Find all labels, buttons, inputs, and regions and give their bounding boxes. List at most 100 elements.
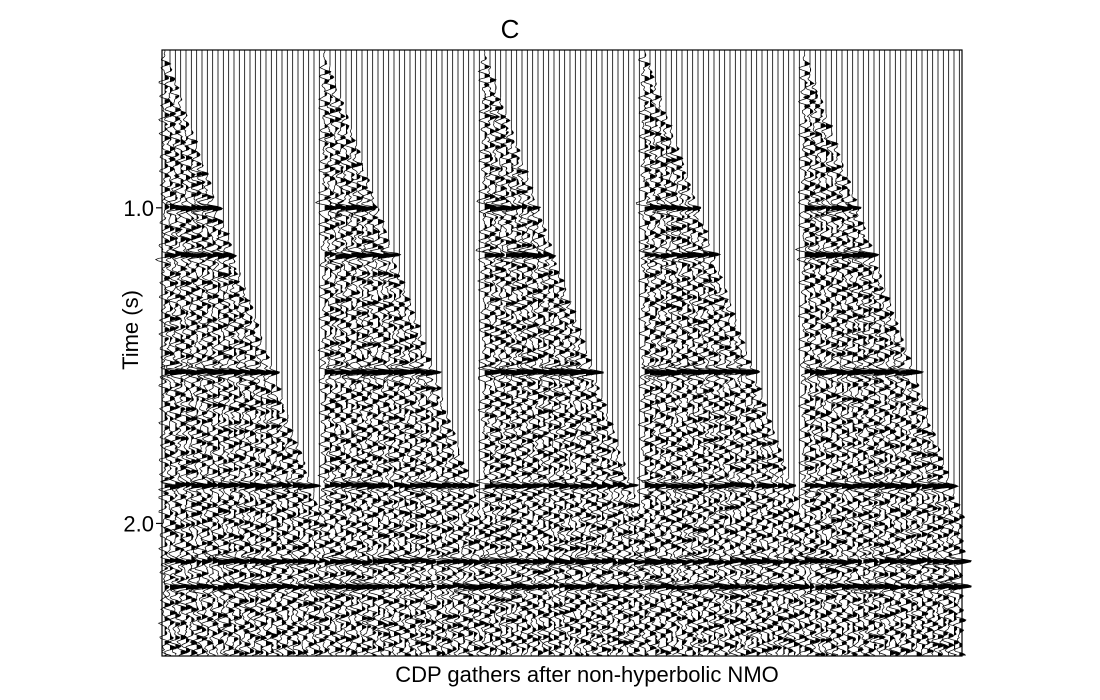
- trace: [176, 50, 199, 656]
- trace: [251, 50, 274, 656]
- trace-positive-fill: [858, 209, 870, 653]
- trace-wiggle: [480, 65, 503, 656]
- trace-wiggle: [662, 128, 685, 656]
- x-axis-caption: CDP gathers after non-hyperbolic NMO: [395, 662, 779, 687]
- trace-positive-fill: [490, 67, 502, 656]
- trace: [794, 49, 818, 655]
- trace: [812, 50, 833, 657]
- trace-positive-fill: [751, 369, 764, 654]
- trace-positive-fill: [906, 356, 918, 655]
- trace-positive-fill: [575, 319, 588, 656]
- trace-positive-fill: [948, 483, 961, 656]
- trace: [293, 50, 316, 656]
- trace-positive-fill: [276, 383, 289, 656]
- trace-wiggle: [544, 254, 567, 656]
- trace: [581, 50, 605, 656]
- trace-positive-fill: [954, 493, 966, 656]
- trace-positive-fill: [890, 303, 902, 656]
- trace-positive-fill: [559, 273, 572, 656]
- trace: [773, 50, 796, 656]
- trace-wiggle: [298, 475, 322, 656]
- trace-wiggle: [314, 49, 338, 656]
- trace-positive-fill: [799, 513, 812, 655]
- trace-positive-fill: [922, 398, 934, 650]
- trace-positive-fill: [756, 387, 769, 656]
- trace-positive-fill: [868, 240, 881, 654]
- trace-positive-fill: [852, 198, 865, 656]
- trace-positive-fill: [708, 240, 721, 654]
- trace-wiggle: [507, 144, 530, 656]
- trace: [631, 50, 650, 656]
- trace-positive-fill: [650, 70, 662, 651]
- trace-wiggle: [821, 128, 844, 656]
- trace-positive-fill: [842, 162, 854, 656]
- trace: [790, 50, 813, 656]
- trace-positive-fill: [820, 99, 832, 657]
- trace: [570, 50, 594, 656]
- trace-wiggle: [160, 65, 183, 656]
- trace: [769, 50, 791, 656]
- trace: [439, 50, 458, 656]
- trace-wiggle: [682, 191, 706, 656]
- trace-wiggle: [938, 476, 962, 656]
- trace-positive-fill: [164, 51, 177, 656]
- trace-positive-fill: [228, 243, 241, 651]
- trace: [938, 50, 962, 656]
- trace: [688, 50, 711, 656]
- trace: [267, 50, 289, 656]
- y-axis-ticks: 1.0 2.0: [123, 196, 162, 536]
- trace-positive-fill: [895, 322, 908, 656]
- trace-wiggle: [890, 334, 914, 656]
- trace: [918, 50, 941, 656]
- trace-positive-fill: [682, 161, 694, 657]
- trace-positive-fill: [330, 73, 342, 657]
- trace-positive-fill: [687, 182, 700, 651]
- trace-positive-fill: [260, 336, 273, 655]
- trace-positive-fill: [287, 414, 297, 656]
- trace-positive-fill: [500, 104, 513, 656]
- panel-letter: C: [501, 14, 520, 44]
- trace-positive-fill: [410, 303, 422, 653]
- cdp-gather: [635, 49, 813, 657]
- trace: [183, 50, 203, 656]
- trace-wiggle: [336, 113, 359, 655]
- trace-wiggle: [603, 428, 625, 655]
- trace: [758, 50, 780, 656]
- trace: [272, 50, 295, 656]
- trace: [890, 50, 914, 656]
- cdp-gather: [154, 49, 332, 657]
- trace-wiggle: [427, 381, 450, 656]
- trace-positive-fill: [618, 445, 627, 653]
- trace-positive-fill: [239, 272, 252, 656]
- trace: [896, 50, 919, 656]
- trace: [848, 50, 872, 656]
- trace-positive-fill: [426, 357, 438, 653]
- trace: [512, 50, 535, 656]
- trace: [682, 50, 706, 656]
- trace: [373, 50, 396, 656]
- trace-wiggle: [747, 381, 770, 656]
- trace: [640, 50, 663, 656]
- trace: [240, 50, 263, 656]
- trace-positive-fill: [431, 370, 444, 651]
- trace: [725, 50, 749, 656]
- trace-positive-fill: [762, 403, 774, 654]
- trace: [496, 50, 520, 656]
- trace: [208, 50, 231, 655]
- trace-wiggle: [549, 270, 573, 656]
- trace-positive-fill: [506, 119, 518, 655]
- trace-wiggle: [240, 302, 263, 656]
- trace-positive-fill: [399, 281, 412, 654]
- trace: [336, 50, 359, 655]
- trace: [325, 50, 349, 655]
- trace-positive-fill: [916, 382, 928, 656]
- trace: [598, 50, 620, 656]
- trace-wiggle: [715, 286, 738, 656]
- trace-wiggle: [880, 302, 903, 656]
- trace-wiggle: [346, 144, 370, 655]
- trace: [160, 50, 183, 657]
- y-tick-label: 1.0: [123, 196, 154, 221]
- trace-positive-fill: [884, 287, 897, 656]
- trace-wiggle: [773, 460, 796, 656]
- trace-positive-fill: [170, 67, 182, 657]
